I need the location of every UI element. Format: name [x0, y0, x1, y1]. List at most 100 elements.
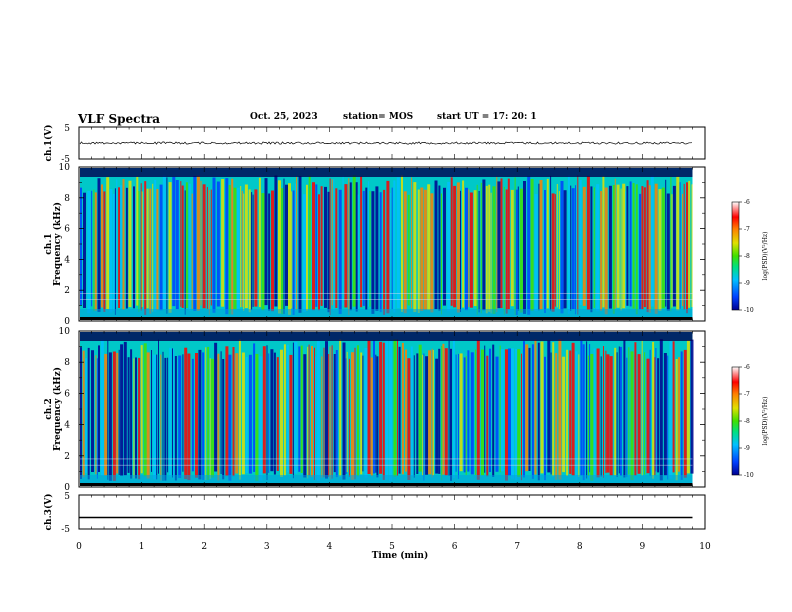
spectrogram-streak [225, 346, 229, 477]
spectrogram-streak [285, 184, 288, 306]
spectrogram-streak [422, 354, 424, 476]
spectrogram-streak [271, 190, 274, 312]
spectrogram-streak [97, 178, 101, 312]
spectrogram-streak [527, 176, 531, 315]
spectrogram-streak [101, 184, 103, 308]
spectrogram-streak [280, 349, 283, 477]
spectrogram-streak [534, 194, 538, 312]
spectrogram-streak [375, 354, 377, 473]
spectrogram-streak [538, 183, 540, 311]
spectrogram-streak [154, 179, 157, 312]
spectrogram-streak [680, 351, 683, 480]
spectrogram-streak [397, 339, 398, 476]
spectrogram-streak [431, 348, 433, 478]
colorbar-tick-label: -6 [744, 199, 750, 206]
spectrogram-streak [331, 345, 333, 479]
spectrogram-streak [475, 349, 477, 476]
spectrogram-streak [523, 341, 525, 478]
spectrogram-streak [318, 194, 320, 311]
spectrogram-streak [315, 356, 317, 479]
spectrogram-streak [311, 346, 313, 478]
spectrogram-streak [315, 184, 318, 307]
spectrogram-streak [206, 187, 208, 309]
spectrogram-streak [172, 176, 176, 307]
x-tick-label: 10 [699, 542, 711, 552]
spectrogram-streak [344, 184, 348, 308]
spectrogram-streak [393, 339, 397, 477]
spectrogram-streak [556, 184, 558, 308]
spectrogram-streak [500, 349, 504, 472]
freq-tick-label: 2 [64, 452, 70, 462]
spectrogram-streak [500, 178, 503, 309]
spectrogram-streak [109, 189, 113, 313]
spectrogram-streak [486, 355, 489, 477]
spectrogram-streak [128, 180, 132, 308]
spectrogram-streak [683, 349, 687, 478]
spectrogram-streak [370, 357, 373, 477]
spectrogram-streak [473, 190, 477, 307]
spectrogram-streak [537, 342, 540, 481]
spectrogram-low-band [80, 475, 693, 483]
spectrogram-streak [423, 353, 425, 481]
spectrogram-streak [182, 354, 184, 472]
spectrogram-streak [481, 349, 484, 476]
x-tick-label: 7 [514, 542, 520, 552]
spectrogram-streak [637, 354, 641, 474]
spectrogram-streak [252, 194, 254, 307]
spectrogram-streak [357, 345, 359, 477]
spectrogram-streak [515, 349, 518, 480]
spectrogram-streak [646, 180, 649, 313]
spectrogram-streak [590, 353, 594, 481]
spectrogram-streak [212, 177, 216, 313]
spectrogram-streak [100, 339, 104, 476]
spectrogram-streak [228, 354, 232, 481]
spectrogram-streak [307, 346, 309, 479]
spectrogram-streak [456, 182, 460, 313]
spectrogram-streak [398, 346, 401, 474]
spectrogram-streak [167, 357, 169, 473]
spectrogram-streak [291, 191, 293, 309]
spectrogram-streak [619, 346, 622, 476]
spectrogram-streak [180, 181, 182, 307]
spectrogram-streak [443, 187, 446, 306]
spectrogram-streak [200, 180, 202, 306]
spectrogram-streak [371, 191, 375, 314]
x-tick-label: 4 [327, 542, 333, 552]
spectrogram-streak [283, 344, 286, 476]
spectrogram-streak [231, 178, 234, 315]
colorbar-tick-label: -10 [744, 307, 754, 314]
spectrogram-streak [357, 194, 359, 310]
spectrogram-streak [626, 186, 629, 306]
spectrogram-streak [608, 185, 612, 309]
spectrogram-streak [324, 186, 327, 308]
spectrogram-streak [327, 191, 330, 313]
spectrogram-streak [217, 353, 220, 481]
spectrogram-streak [156, 354, 158, 480]
spectrogram-streak [184, 190, 186, 315]
spectrogram-bottom-band [80, 483, 693, 486]
spectrogram-streak [107, 340, 109, 480]
spectrogram-streak [462, 180, 465, 308]
spectrogram-streak [643, 187, 646, 308]
spectrogram-streak [428, 350, 432, 475]
spectrogram-streak [91, 190, 93, 307]
spectrogram-streak [216, 181, 220, 307]
spectrogram-streak [575, 185, 576, 315]
spectrogram-streak [511, 348, 514, 479]
spectrogram-streak [632, 183, 635, 309]
spectrogram-streak [248, 189, 251, 313]
spectrogram-streak [606, 354, 610, 473]
spectrogram-streak [503, 186, 505, 315]
colorbar-tick-label: -9 [744, 280, 750, 287]
spectrogram-streak [551, 193, 555, 312]
spectrogram-streak [571, 188, 575, 310]
spectrogram-streak [691, 184, 693, 307]
chart-title: VLF Spectra [78, 112, 161, 126]
spectrogram-streak [295, 183, 296, 311]
ch3-ytick-bottom: -5 [61, 525, 70, 535]
spectrogram-streak [323, 347, 325, 478]
spectrogram-streak [600, 191, 603, 311]
spectrogram-streak [396, 177, 400, 309]
spectrogram-streak [103, 191, 106, 312]
spectrogram-streak [682, 193, 684, 307]
